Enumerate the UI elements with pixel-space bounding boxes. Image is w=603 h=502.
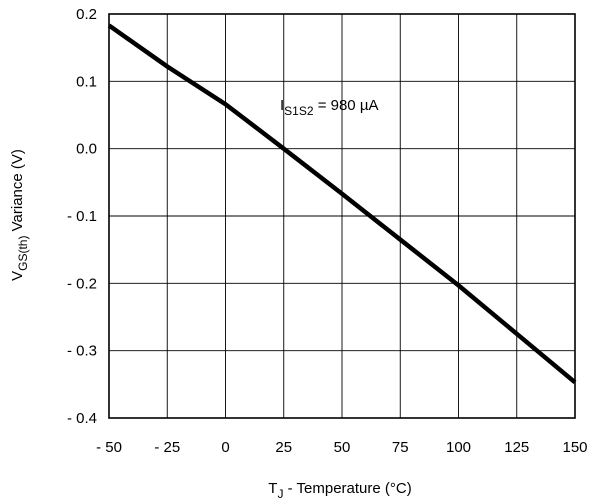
y-tick-label: - 0.1: [67, 208, 97, 225]
y-tick-label: - 0.2: [67, 275, 97, 292]
x-tick-label: - 25: [154, 439, 180, 456]
y-tick-labels: 0.2 0.1 0.0 - 0.1 - 0.2 - 0.3 - 0.4: [67, 6, 97, 427]
x-tick-label: 100: [446, 439, 471, 456]
x-tick-label: 25: [275, 439, 292, 456]
y-axis-title: VGS(th) Variance (V): [9, 149, 30, 281]
x-tick-label: 150: [562, 439, 587, 456]
y-tick-label: 0.0: [76, 141, 97, 158]
x-tick-label: 75: [392, 439, 409, 456]
series-line: [107, 23, 577, 385]
y-tick-label: 0.1: [76, 73, 97, 90]
x-tick-label: - 50: [96, 439, 122, 456]
y-axis-title-main: V: [9, 271, 26, 281]
x-tick-label: 125: [504, 439, 529, 456]
y-tick-label: - 0.4: [67, 410, 97, 427]
annotation-main: I: [280, 97, 284, 114]
annotation: IS1S2 = 980 µA: [280, 97, 378, 118]
x-axis-title-rest: - Temperature (°C): [283, 480, 411, 497]
x-axis-title-main: T: [268, 480, 277, 497]
annotation-rest: = 980 µA: [314, 97, 379, 114]
plot-frame: [108, 13, 576, 419]
x-tick-labels: - 50 - 25 0 25 50 75 100 125 150: [96, 439, 587, 456]
y-tick-label: 0.2: [76, 6, 97, 23]
y-tick-label: - 0.3: [67, 343, 97, 360]
y-axis-title-rest: Variance (V): [9, 149, 26, 235]
x-tick-label: 50: [334, 439, 351, 456]
x-axis-title-sub: J: [277, 487, 283, 501]
y-axis-title-sub: GS(th): [16, 236, 30, 271]
x-tick-label: 0: [221, 439, 229, 456]
annotation-sub: S1S2: [284, 104, 314, 118]
x-axis-title: TJ - Temperature (°C): [268, 480, 411, 501]
